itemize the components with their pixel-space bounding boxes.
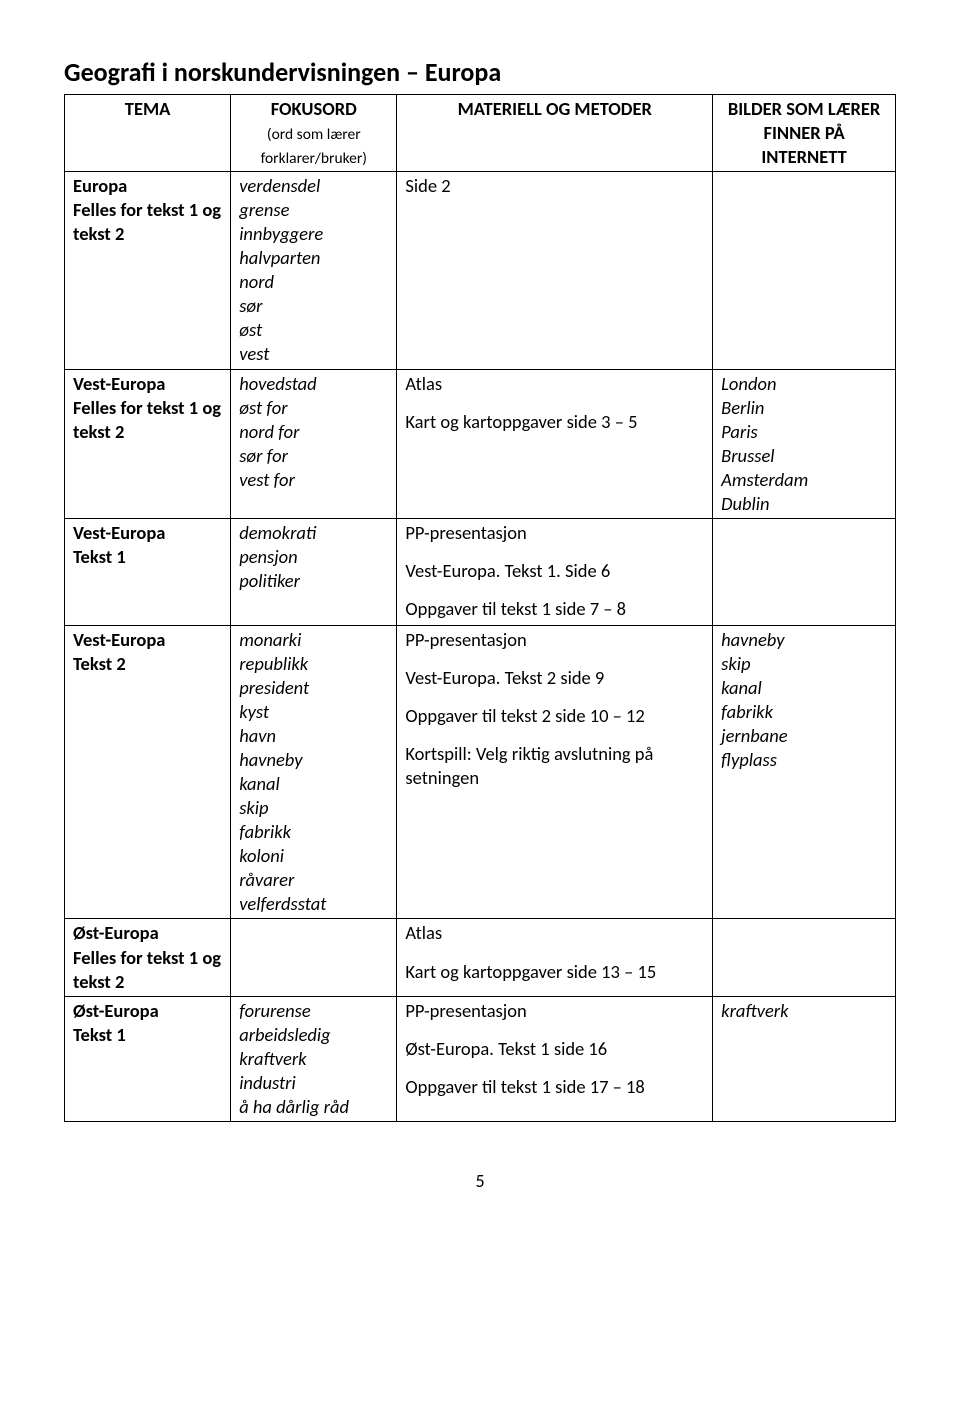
cell-bilder [713, 518, 896, 625]
tema-title: Vest-Europa [73, 521, 222, 545]
tema-subtitle: Felles for tekst 1 og tekst 2 [73, 946, 221, 993]
materiell-line: Kortspill: Velg riktig avslutning på set… [405, 742, 704, 790]
cell-tema: Øst-Europa Felles for tekst 1 og tekst 2 [65, 919, 231, 996]
tema-subtitle: Tekst 2 [73, 652, 126, 675]
tema-title: Europa [73, 174, 222, 198]
materiell-line: PP-presentasjon [405, 999, 704, 1023]
materiell-line: Vest-Europa. Tekst 1. Side 6 [405, 559, 704, 583]
header-fokusord-label: FOKUSORD [271, 97, 357, 120]
materiell-line: Kart og kartoppgaver side 3 – 5 [405, 410, 704, 434]
materiell-line: Oppgaver til tekst 2 side 10 – 12 [405, 704, 704, 728]
materiell-line: Atlas [405, 372, 704, 396]
cell-tema: Vest-Europa Felles for tekst 1 og tekst … [65, 369, 231, 518]
cell-materiell: PP-presentasjon Vest-Europa. Tekst 2 sid… [397, 625, 713, 919]
table-row: Øst-Europa Tekst 1 forurense arbeidsledi… [65, 996, 896, 1121]
cell-tema: Øst-Europa Tekst 1 [65, 996, 231, 1121]
table-row: Europa Felles for tekst 1 og tekst 2 ver… [65, 172, 896, 369]
materiell-line: Oppgaver til tekst 1 side 7 – 8 [405, 597, 704, 621]
tema-title: Vest-Europa [73, 372, 222, 396]
cell-materiell: Atlas Kart og kartoppgaver side 3 – 5 [397, 369, 713, 518]
table-row: Vest-Europa Felles for tekst 1 og tekst … [65, 369, 896, 518]
materiell-line: PP-presentasjon [405, 628, 704, 652]
cell-materiell: Side 2 [397, 172, 713, 369]
table-header-row: TEMA FOKUSORD (ord som lærer forklarer/b… [65, 94, 896, 171]
curriculum-table: TEMA FOKUSORD (ord som lærer forklarer/b… [64, 94, 896, 1122]
cell-bilder [713, 919, 896, 996]
tema-subtitle: Tekst 1 [73, 1023, 126, 1046]
cell-materiell: PP-presentasjon Vest-Europa. Tekst 1. Si… [397, 518, 713, 625]
materiell-line: Øst-Europa. Tekst 1 side 16 [405, 1037, 704, 1061]
tema-subtitle: Felles for tekst 1 og tekst 2 [73, 396, 221, 443]
header-fokusord-sub: (ord som lærer forklarer/bruker) [261, 125, 367, 168]
cell-fokus: demokrati pensjon politiker [231, 518, 397, 625]
materiell-line: Vest-Europa. Tekst 2 side 9 [405, 666, 704, 690]
cell-fokus: forurense arbeidsledig kraftverk industr… [231, 996, 397, 1121]
header-fokusord: FOKUSORD (ord som lærer forklarer/bruker… [231, 94, 397, 171]
materiell-line: Atlas [405, 921, 704, 945]
tema-title: Vest-Europa [73, 628, 222, 652]
tema-title: Øst-Europa [73, 999, 222, 1023]
table-row: Øst-Europa Felles for tekst 1 og tekst 2… [65, 919, 896, 996]
cell-bilder: London Berlin Paris Brussel Amsterdam Du… [713, 369, 896, 518]
tema-title: Øst-Europa [73, 921, 222, 945]
tema-subtitle: Felles for tekst 1 og tekst 2 [73, 198, 221, 245]
cell-tema: Europa Felles for tekst 1 og tekst 2 [65, 172, 231, 369]
cell-fokus: hovedstad øst for nord for sør for vest … [231, 369, 397, 518]
header-bilder: BILDER SOM LÆRER FINNER PÅ INTERNETT [713, 94, 896, 171]
table-row: Vest-Europa Tekst 1 demokrati pensjon po… [65, 518, 896, 625]
cell-tema: Vest-Europa Tekst 2 [65, 625, 231, 919]
tema-subtitle: Tekst 1 [73, 545, 126, 568]
cell-materiell: PP-presentasjon Øst-Europa. Tekst 1 side… [397, 996, 713, 1121]
cell-materiell: Atlas Kart og kartoppgaver side 13 – 15 [397, 919, 713, 996]
cell-fokus: verdensdel grense innbyggere halvparten … [231, 172, 397, 369]
page-number: 5 [64, 1170, 896, 1193]
header-materiell: MATERIELL OG METODER [397, 94, 713, 171]
materiell-line: Oppgaver til tekst 1 side 17 – 18 [405, 1075, 704, 1099]
cell-tema: Vest-Europa Tekst 1 [65, 518, 231, 625]
cell-fokus [231, 919, 397, 996]
table-row: Vest-Europa Tekst 2 monarki republikk pr… [65, 625, 896, 919]
cell-bilder: kraftverk [713, 996, 896, 1121]
materiell-line: Kart og kartoppgaver side 13 – 15 [405, 960, 704, 984]
page-title: Geografi i norskundervisningen – Europa [64, 56, 896, 90]
materiell-line: PP-presentasjon [405, 521, 704, 545]
header-tema: TEMA [65, 94, 231, 171]
cell-bilder: havneby skip kanal fabrikk jernbane flyp… [713, 625, 896, 919]
cell-fokus: monarki republikk president kyst havn ha… [231, 625, 397, 919]
cell-bilder [713, 172, 896, 369]
